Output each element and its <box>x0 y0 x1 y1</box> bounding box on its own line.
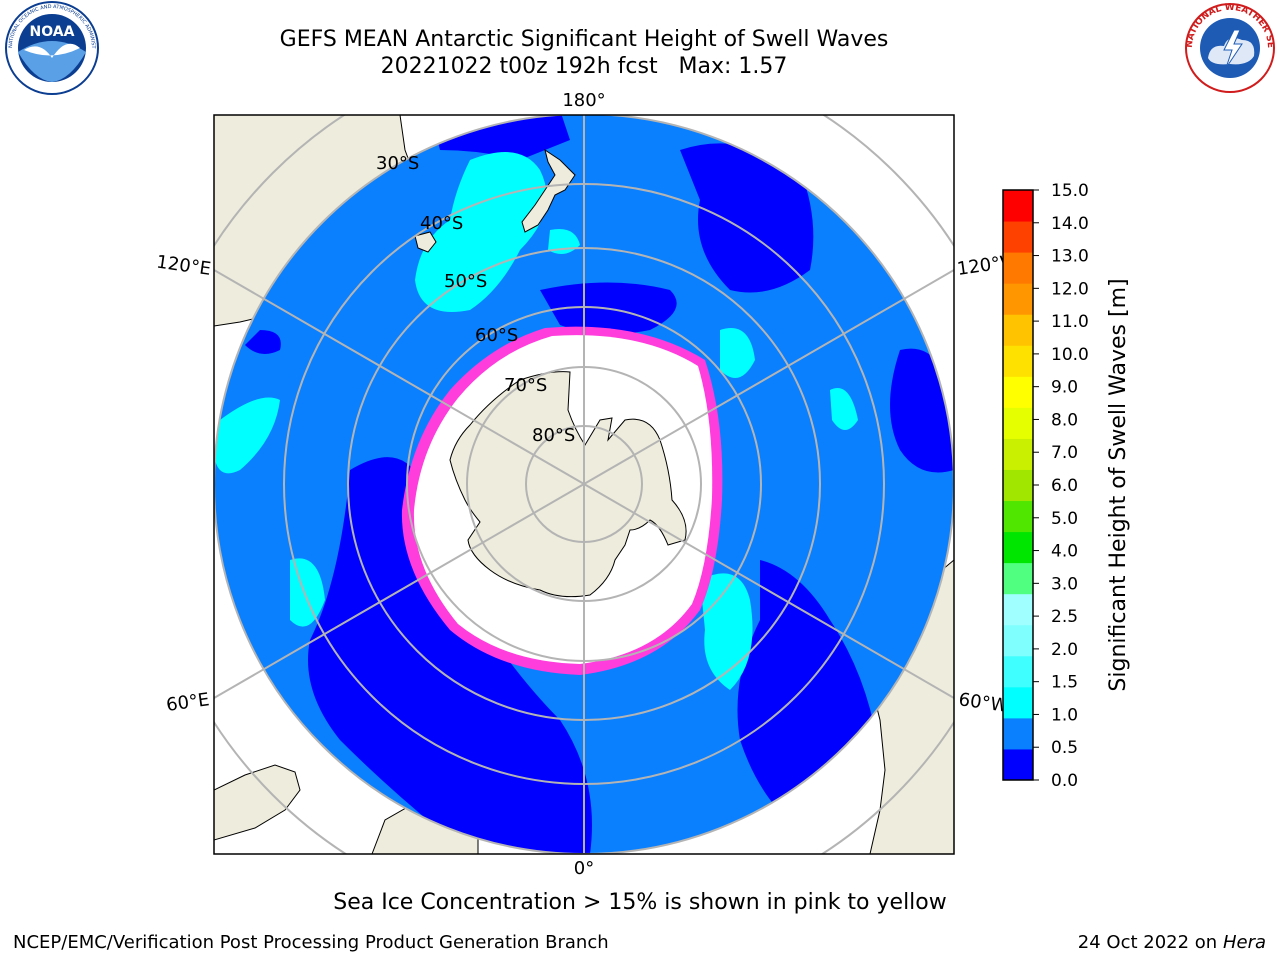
footer-credit: NCEP/EMC/Verification Post Processing Pr… <box>13 932 609 953</box>
colorbar-tick-label: 4.0 <box>1051 542 1078 562</box>
colorbar-tick-label: 3.0 <box>1051 574 1078 594</box>
lat-label-60s: 60°S <box>475 325 518 346</box>
colorbar-segment <box>1003 655 1033 688</box>
colorbar-segment <box>1003 686 1033 719</box>
colorbar-segment <box>1003 252 1033 284</box>
colorbar-segment <box>1003 376 1033 408</box>
colorbar-segment <box>1003 500 1033 533</box>
colorbar-tick-label: 1.5 <box>1051 673 1078 693</box>
land-tasmania <box>414 231 437 253</box>
colorbar-tick-label: 15.0 <box>1051 181 1089 201</box>
footer-date: 24 Oct 2022 on Hera <box>1078 932 1266 953</box>
colorbar-tick-label: 8.0 <box>1051 410 1078 430</box>
land-africa <box>214 764 301 841</box>
chart-title: GEFS MEAN Antarctic Significant Height o… <box>279 27 889 52</box>
lon-label-60e: 60°E <box>165 689 211 716</box>
colorbar-segment <box>1003 438 1033 470</box>
lon-label-0: 0° <box>574 858 594 879</box>
colorbar-segment <box>1003 469 1033 502</box>
land-antarctica <box>449 371 687 598</box>
colorbar-tick-label: 12.0 <box>1051 279 1089 299</box>
colorbar-segment <box>1003 221 1033 253</box>
footer-date-text: 24 Oct 2022 on <box>1077 932 1223 953</box>
colorbar-tick-label: 10.0 <box>1051 345 1089 365</box>
colorbar-tick-label: 0.5 <box>1051 738 1078 758</box>
colorbar-segment <box>1003 345 1033 377</box>
lon-label-60w: 60°W <box>957 689 1009 717</box>
colorbar-segment <box>1003 283 1033 315</box>
colorbar-segment <box>1003 190 1033 222</box>
land-new-zealand <box>521 148 576 233</box>
lat-label-40s: 40°S <box>420 213 463 234</box>
colorbar-segment <box>1003 531 1033 564</box>
lat-label-70s: 70°S <box>504 375 547 396</box>
lon-label-180: 180° <box>562 90 605 111</box>
colorbar-segment <box>1003 748 1033 781</box>
colorbar-tick-label: 7.0 <box>1051 443 1078 463</box>
graticule <box>214 115 954 854</box>
colorbar: 0.0 0.5 1.0 1.5 2.0 2.5 3.0 4.0 5.0 6.0 7.0 8.0 9.0 1… <box>1002 181 1089 791</box>
footer-host: Hera <box>1222 932 1266 953</box>
colorbar-label: Significant Height of Swell Waves [m] <box>1106 278 1131 691</box>
plot-frame <box>213 114 955 855</box>
colorbar-segment <box>1003 593 1033 626</box>
colorbar-tick-label: 1.0 <box>1051 705 1078 725</box>
lat-label-30s: 30°S <box>376 153 419 174</box>
colorbar-segment <box>1003 624 1033 657</box>
sea-ice-caption: Sea Ice Concentration > 15% is shown in … <box>333 890 947 915</box>
colorbar-segment <box>1003 314 1033 346</box>
colorbar-tick-label: 5.0 <box>1051 509 1078 529</box>
svg-text:NOAA: NOAA <box>30 24 75 40</box>
nws-logo: NATIONAL WEATHER SERVICE <box>1176 0 1275 93</box>
colorbar-tick-label: 11.0 <box>1051 312 1089 332</box>
noaa-logo: NOAA NATIONAL OCEANIC AND ATMOSPHERIC AD… <box>0 0 99 95</box>
colorbar-tick-label: 9.0 <box>1051 378 1078 398</box>
lon-label-120e: 120°E <box>155 252 212 280</box>
colorbar-segment <box>1003 562 1033 595</box>
colorbar-tick-label: 14.0 <box>1051 214 1089 234</box>
lat-label-50s: 50°S <box>444 271 487 292</box>
colorbar-tick-label: 0.0 <box>1051 771 1078 791</box>
colorbar-tick-label: 2.0 <box>1051 640 1078 660</box>
colorbar-tick-label: 2.5 <box>1051 607 1078 627</box>
colorbar-tick-label: 6.0 <box>1051 476 1078 496</box>
lat-label-80s: 80°S <box>532 425 575 446</box>
chart-subtitle: 20221022 t00z 192h fcst Max: 1.57 <box>380 54 788 79</box>
colorbar-tick-label: 13.0 <box>1051 247 1089 267</box>
colorbar-segment <box>1003 407 1033 439</box>
colorbar-segment <box>1003 717 1033 750</box>
